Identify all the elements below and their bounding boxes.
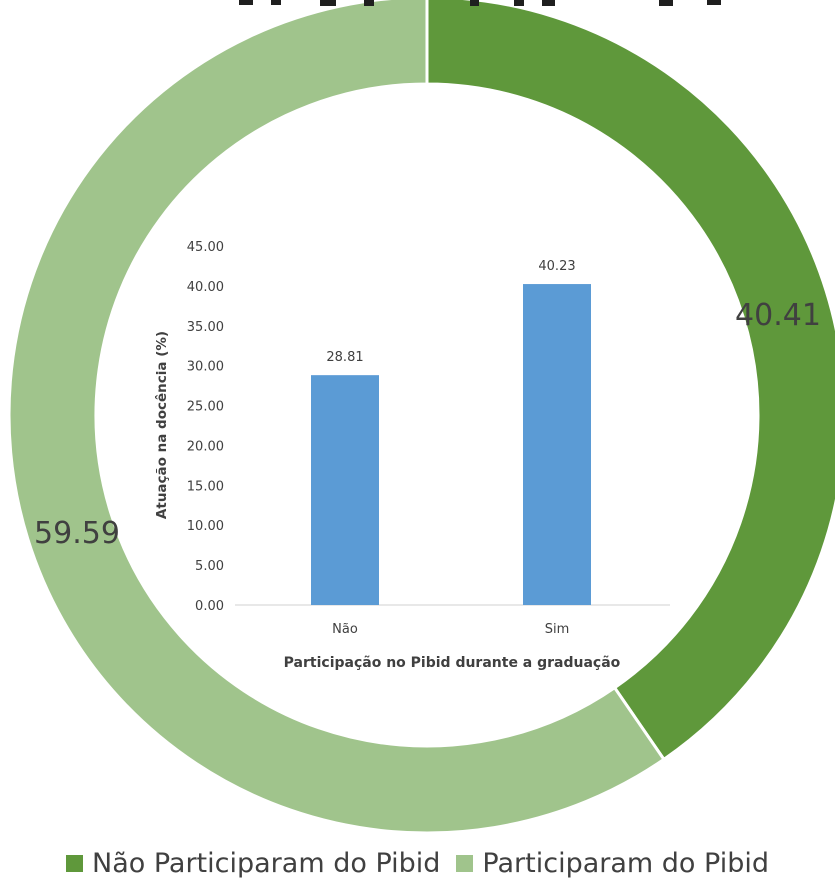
legend-swatch-dark-green (66, 854, 83, 872)
y-tick-label: 15.00 (187, 479, 224, 494)
bar (311, 375, 379, 605)
y-tick-label: 45.00 (187, 240, 224, 255)
y-tick-label: 40.00 (187, 280, 224, 295)
clipped-glyph (470, 0, 479, 6)
legend-label: Não Participaram do Pibid (92, 847, 441, 879)
clipped-glyph (320, 0, 336, 6)
y-tick-label: 35.00 (187, 320, 224, 335)
bar-data-label: 40.23 (538, 259, 575, 274)
y-tick-label: 30.00 (187, 360, 224, 375)
clipped-glyph (542, 0, 555, 6)
clipped-glyph (271, 0, 281, 5)
bar (523, 284, 591, 605)
y-tick-label: 20.00 (187, 439, 224, 454)
donut-slice (425, 0, 835, 762)
clipped-glyph (514, 0, 524, 6)
donut-slice (7, 0, 666, 835)
y-tick-label: 25.00 (187, 400, 224, 415)
clipped-glyph (659, 0, 673, 6)
bar-series: 28.81 40.23 (311, 259, 591, 605)
bar-chart: 0.00 5.00 10.00 15.00 20.00 25.00 30.00 35.00 40… (154, 240, 670, 671)
donut-chart: 40.41 59.59 (7, 0, 835, 835)
donut-data-label: 40.41 (735, 298, 821, 333)
clipped-top-text (239, 0, 721, 6)
bar-data-label: 28.81 (326, 350, 363, 365)
legend-label: Participaram do Pibid (482, 847, 769, 879)
donut-data-label: 59.59 (34, 516, 120, 551)
donut-legend: Não Participaram do Pibid Participaram d… (0, 843, 835, 883)
y-tick-label: 0.00 (195, 599, 224, 614)
y-tick-label: 10.00 (187, 519, 224, 534)
x-tick-labels: Não Sim (332, 622, 569, 637)
y-tick-label: 5.00 (195, 559, 224, 574)
x-axis-title: Participação no Pibid durante a graduaçã… (284, 655, 621, 671)
clipped-glyph (364, 0, 374, 6)
y-axis-title: Atuação na docência (%) (154, 331, 170, 519)
legend-item-nao-participaram: Não Participaram do Pibid (66, 848, 440, 879)
legend-item-participaram: Participaram do Pibid (456, 848, 769, 879)
legend-swatch-light-green (456, 854, 474, 872)
y-tick-labels: 0.00 5.00 10.00 15.00 20.00 25.00 30.00 35.00 40… (187, 240, 224, 614)
clipped-glyph (239, 0, 253, 5)
x-tick-label: Não (332, 622, 358, 637)
x-tick-label: Sim (545, 622, 570, 637)
clipped-glyph (707, 0, 721, 5)
